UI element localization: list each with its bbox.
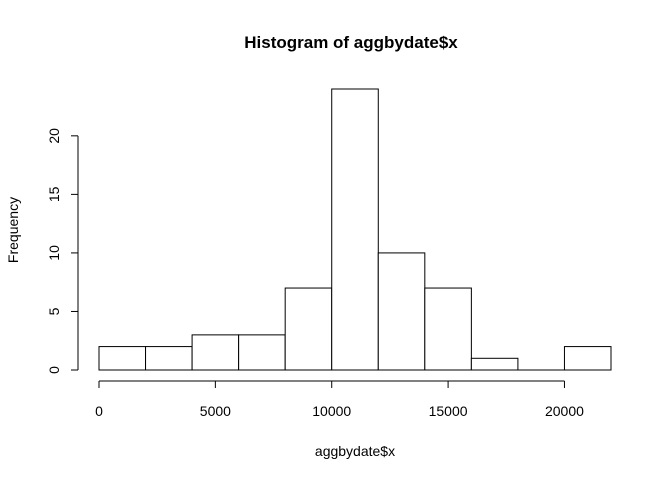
- bars-group: [98, 88, 612, 371]
- x-tick-label: 10000: [312, 403, 351, 419]
- histogram-bar: [145, 346, 193, 371]
- x-axis-label: aggbydate$x: [315, 443, 395, 459]
- histogram-bar: [98, 346, 147, 371]
- y-tick-label: 15: [46, 186, 62, 202]
- y-axis: 0 5 10 15 20: [46, 128, 79, 374]
- x-tick-label: 20000: [545, 403, 584, 419]
- x-tick-label: 0: [95, 403, 103, 419]
- y-tick-label: 10: [46, 245, 62, 261]
- histogram-bar: [377, 252, 426, 371]
- histogram-bar: [470, 357, 519, 371]
- histogram-bar: [238, 334, 286, 371]
- histogram-bar: [331, 88, 379, 371]
- x-tick-label: 15000: [429, 403, 468, 419]
- y-axis-label: Frequency: [5, 197, 21, 263]
- y-tick-label: 20: [46, 128, 62, 144]
- y-tick-label: 0: [46, 366, 62, 374]
- x-axis: 0 5000 10000 15000 20000: [95, 380, 584, 419]
- histogram-bar: [284, 287, 333, 371]
- y-tick-label: 5: [46, 307, 62, 315]
- histogram-bar: [424, 287, 472, 371]
- x-tick-label: 5000: [200, 403, 231, 419]
- chart-title: Histogram of aggbydate$x: [244, 33, 458, 52]
- histogram-bar: [191, 334, 240, 371]
- histogram-bar: [563, 346, 612, 371]
